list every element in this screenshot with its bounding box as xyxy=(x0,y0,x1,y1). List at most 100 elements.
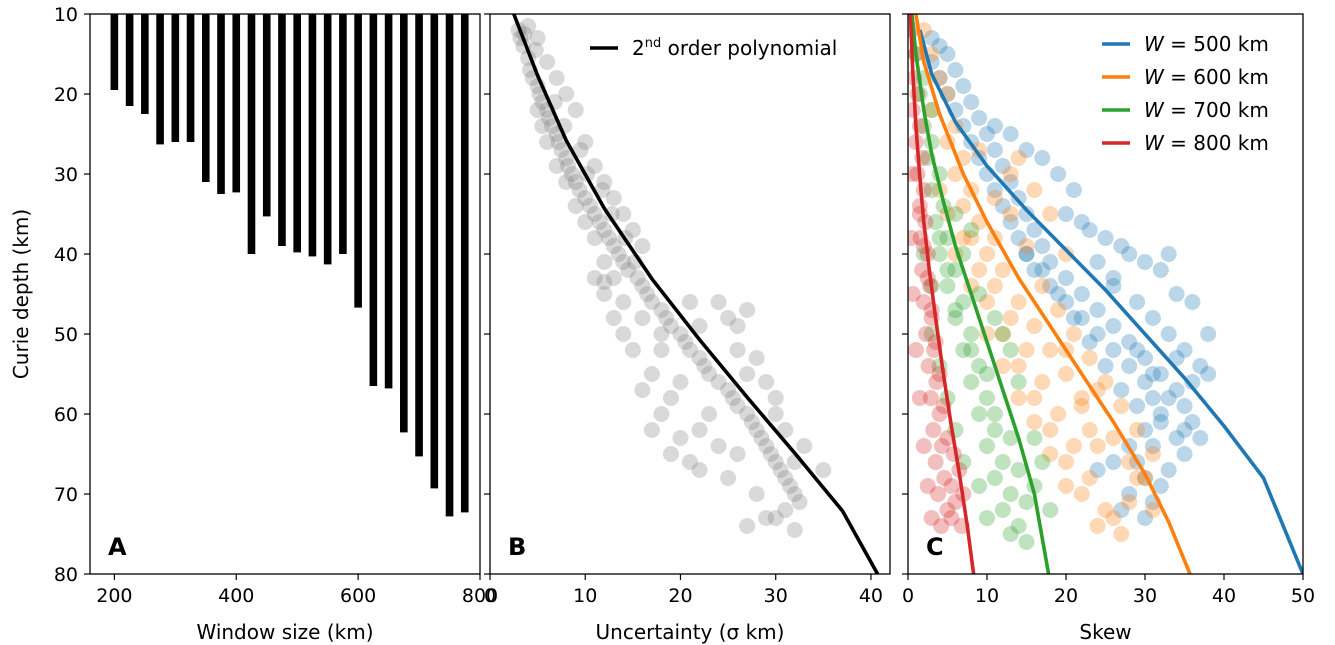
series-2-point-12 xyxy=(931,246,948,262)
y-axis-label: Curie depth (km) xyxy=(9,209,33,379)
data-point-32 xyxy=(639,286,656,302)
series-0-point-32 xyxy=(1073,286,1090,302)
series-0-point-105 xyxy=(1105,454,1122,470)
series-2-point-27 xyxy=(1002,486,1019,502)
series-1-point-60 xyxy=(994,358,1011,374)
series-1-point-29 xyxy=(1097,502,1114,518)
data-point-35 xyxy=(658,310,675,326)
series-1-point-27 xyxy=(1081,470,1098,486)
series-1-point-56 xyxy=(1018,238,1035,254)
series-2-point-18 xyxy=(955,342,972,358)
series-2-point-17 xyxy=(963,326,980,342)
series-1-point-22 xyxy=(1026,390,1043,406)
legend-label-prefix: W xyxy=(1144,32,1165,56)
series-0-point-34 xyxy=(1089,302,1106,318)
data-point-60 xyxy=(758,510,775,526)
series-1-point-43 xyxy=(1144,446,1161,462)
series-2-point-36 xyxy=(979,366,995,382)
series-3-point-25 xyxy=(933,438,950,454)
series-2-point-34 xyxy=(1002,430,1019,446)
data-point-63 xyxy=(710,438,727,454)
x-axis-label: Uncertainty (σ km) xyxy=(596,620,785,644)
series-0-point-91 xyxy=(1113,382,1130,398)
data-point-28 xyxy=(615,254,632,270)
bar-400 xyxy=(232,14,241,193)
data-point-13 xyxy=(550,134,567,150)
series-1-point-30 xyxy=(1089,518,1106,534)
series-1-point-20 xyxy=(1010,358,1027,374)
series-1-point-50 xyxy=(1042,342,1059,358)
x-tick-label-600: 600 xyxy=(340,585,376,607)
series-0-point-56 xyxy=(1152,478,1169,494)
data-point-46 xyxy=(729,398,746,414)
data-point-105 xyxy=(594,182,611,198)
data-point-93 xyxy=(567,102,584,118)
series-0-point-24 xyxy=(1026,222,1043,238)
series-2-point-35 xyxy=(986,406,1003,422)
series-2-point-23 xyxy=(986,422,1003,438)
x-tick-label-200: 200 xyxy=(96,585,132,607)
data-point-100 xyxy=(527,42,544,58)
series-1-point-12 xyxy=(963,230,980,246)
y-tick-label-50: 50 xyxy=(54,324,78,346)
data-point-26 xyxy=(605,238,622,254)
series-0-point-54 xyxy=(1160,462,1177,478)
legend-label-rest: = 800 km xyxy=(1164,131,1269,155)
series-1-point-48 xyxy=(1073,398,1090,414)
data-point-117 xyxy=(596,254,613,270)
x-tick-label-0: 0 xyxy=(484,585,496,607)
series-0-point-87 xyxy=(1160,390,1177,406)
legend-label-series-3: W = 800 km xyxy=(1144,131,1269,155)
legend-label-prefix: W xyxy=(1144,98,1165,122)
series-0-point-68 xyxy=(1160,326,1177,342)
series-3-point-50 xyxy=(919,478,936,494)
series-1-point-52 xyxy=(1010,294,1027,310)
data-point-23 xyxy=(591,214,608,230)
data-point-69 xyxy=(634,382,651,398)
series-1-point-34 xyxy=(1042,206,1059,222)
x-tick-label-50: 50 xyxy=(1291,585,1315,607)
panel-a: 200 400 600 800 10 20 30 40 50 60 70 80 Window size … xyxy=(9,4,498,644)
data-point-109 xyxy=(539,134,556,150)
data-point-121 xyxy=(729,446,746,462)
series-1-point-19 xyxy=(1018,342,1035,358)
series-2-point-31 xyxy=(1018,494,1035,510)
series-1-point-45 xyxy=(1121,494,1138,510)
bar-225 xyxy=(125,14,134,106)
series-3-point-44 xyxy=(908,166,920,182)
data-point-48 xyxy=(743,414,760,430)
series-0-point-80 xyxy=(1002,126,1019,142)
series-0-point-74 xyxy=(1152,262,1169,278)
bar-525 xyxy=(308,14,317,257)
series-0-point-46 xyxy=(1176,398,1193,414)
series-0-point-8 xyxy=(963,94,980,110)
data-point-61 xyxy=(739,518,756,534)
data-point-123 xyxy=(767,510,784,526)
series-0-point-75 xyxy=(1121,246,1138,262)
series-1-point-25 xyxy=(1065,438,1082,454)
data-point-62 xyxy=(720,470,737,486)
series-1-point-63 xyxy=(1042,446,1059,462)
series-2-point-29 xyxy=(1010,518,1027,534)
data-point-75 xyxy=(720,310,737,326)
series-3-point-20 xyxy=(920,358,937,374)
series-2-point-60 xyxy=(986,310,1003,326)
x-tick-label-10: 10 xyxy=(975,585,999,607)
legend-label-prefix: W xyxy=(1144,131,1165,155)
series-0-point-44 xyxy=(1168,382,1185,398)
legend-label-series-0: W = 500 km xyxy=(1144,32,1269,56)
data-point-86 xyxy=(577,134,594,150)
data-point-37 xyxy=(672,326,689,342)
series-2-point-26 xyxy=(986,470,1003,486)
data-point-34 xyxy=(653,302,670,318)
data-point-106 xyxy=(603,206,620,222)
series-3-point-30 xyxy=(933,518,950,534)
bar-375 xyxy=(217,14,225,194)
bar-650 xyxy=(384,14,393,389)
series-1-point-71 xyxy=(1073,390,1090,406)
series-0-point-96 xyxy=(1034,262,1051,278)
series-1-point-36 xyxy=(1034,278,1051,294)
data-point-59 xyxy=(777,502,794,518)
series-0-point-82 xyxy=(1058,206,1074,222)
series-0-point-43 xyxy=(1137,374,1153,390)
